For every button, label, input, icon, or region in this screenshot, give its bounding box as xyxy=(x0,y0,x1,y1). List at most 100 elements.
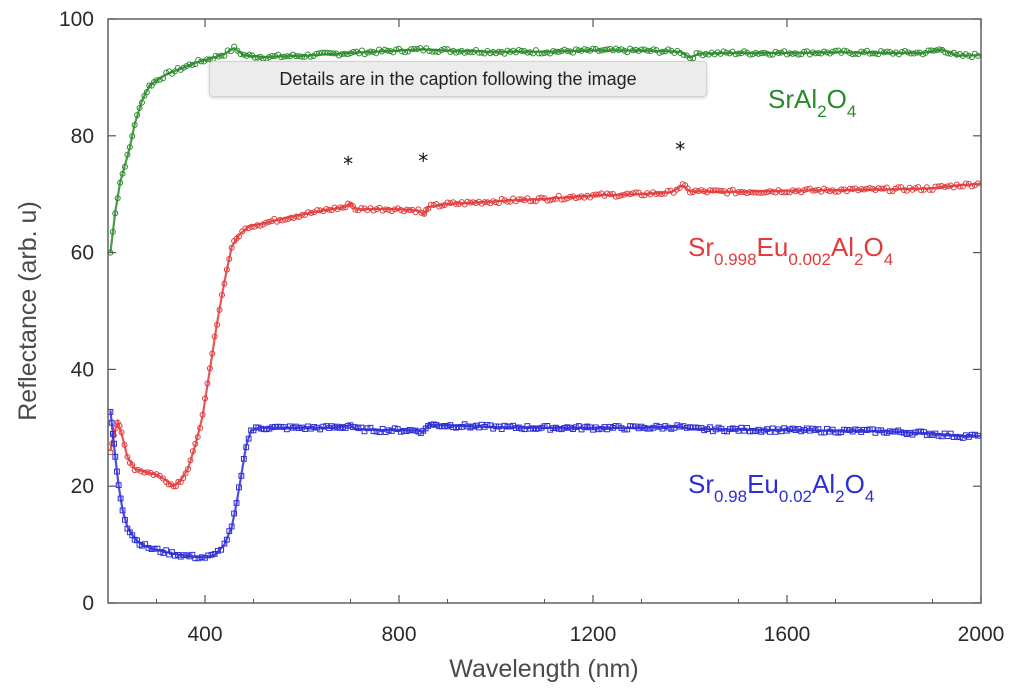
data-point xyxy=(473,200,480,207)
data-point xyxy=(361,205,368,212)
label-subscript: 4 xyxy=(865,487,874,506)
data-point xyxy=(607,45,614,52)
data-point xyxy=(240,51,247,58)
data-point xyxy=(189,551,196,558)
data-point xyxy=(400,208,407,215)
data-point xyxy=(971,182,978,189)
data-point xyxy=(755,50,762,57)
data-point xyxy=(180,64,187,71)
data-point xyxy=(409,427,416,434)
data-point xyxy=(544,49,551,56)
data-point xyxy=(131,467,138,474)
series-1 xyxy=(108,180,981,490)
data-point xyxy=(875,185,882,192)
data-point xyxy=(145,545,152,551)
data-point xyxy=(464,198,471,205)
data-point xyxy=(518,196,525,203)
data-point xyxy=(209,350,216,357)
data-point xyxy=(403,206,410,213)
data-point xyxy=(945,50,952,57)
data-point xyxy=(677,423,684,430)
data-point xyxy=(883,48,890,55)
data-point xyxy=(956,50,963,57)
data-point xyxy=(855,187,862,194)
data-point xyxy=(898,49,905,56)
x-tick-label: 1200 xyxy=(570,623,617,646)
data-point xyxy=(965,52,972,59)
data-point xyxy=(425,205,432,212)
data-point xyxy=(803,186,810,193)
data-point xyxy=(968,54,975,61)
data-point xyxy=(124,151,131,158)
data-point xyxy=(444,199,451,206)
series-label-0: SrAl2O4 xyxy=(768,84,856,121)
data-point xyxy=(581,46,588,53)
data-point xyxy=(699,52,706,59)
data-point xyxy=(555,48,562,55)
data-point xyxy=(214,321,221,328)
data-point xyxy=(726,50,733,57)
data-point xyxy=(272,53,279,60)
data-point xyxy=(114,195,121,202)
data-point xyxy=(180,475,187,482)
label-text: Eu xyxy=(747,469,779,499)
data-point xyxy=(281,53,288,60)
data-point xyxy=(801,48,808,55)
data-point xyxy=(838,186,845,193)
data-point xyxy=(441,46,448,53)
data-point xyxy=(370,428,377,435)
data-point xyxy=(665,424,672,431)
data-point xyxy=(112,453,119,460)
data-point xyxy=(735,188,742,195)
data-point xyxy=(900,187,907,194)
data-point xyxy=(192,555,199,562)
data-point xyxy=(572,195,579,202)
data-point xyxy=(361,428,368,435)
data-point xyxy=(693,49,700,56)
data-point xyxy=(962,180,969,187)
data-point xyxy=(228,244,235,251)
data-point xyxy=(350,48,357,55)
data-point xyxy=(117,495,124,502)
x-tick-label: 1600 xyxy=(764,623,811,646)
x-tick-label: 800 xyxy=(381,623,416,646)
data-point xyxy=(632,46,639,53)
data-point xyxy=(527,49,534,56)
data-point xyxy=(358,47,365,54)
data-point xyxy=(641,46,648,53)
data-point xyxy=(784,51,790,58)
data-point xyxy=(215,547,221,554)
data-point xyxy=(159,475,166,482)
data-point xyxy=(119,507,126,514)
data-point xyxy=(933,47,940,54)
data-point xyxy=(910,50,917,57)
data-point xyxy=(575,47,582,54)
label-text: O xyxy=(864,232,884,262)
data-point xyxy=(116,422,123,429)
data-point xyxy=(741,189,748,196)
data-point xyxy=(218,546,225,553)
data-point xyxy=(224,47,231,54)
data-point xyxy=(391,425,398,432)
data-point xyxy=(186,553,193,560)
data-point xyxy=(687,189,693,196)
data-point xyxy=(575,194,582,201)
data-point xyxy=(832,47,839,54)
data-point xyxy=(968,183,975,190)
data-point xyxy=(159,75,166,82)
data-point xyxy=(242,225,249,232)
data-point xyxy=(866,50,873,57)
data-point xyxy=(385,427,392,434)
data-point xyxy=(749,189,756,196)
data-point xyxy=(950,184,957,191)
data-point xyxy=(447,49,454,56)
data-point xyxy=(858,186,865,193)
data-point xyxy=(212,52,219,59)
series-label-1: Sr0.998Eu0.002Al2O4 xyxy=(688,232,893,269)
data-point xyxy=(218,52,225,59)
data-point xyxy=(108,419,115,426)
data-point xyxy=(308,210,315,217)
data-point xyxy=(150,471,157,478)
data-point xyxy=(692,187,699,194)
data-point xyxy=(726,187,733,194)
